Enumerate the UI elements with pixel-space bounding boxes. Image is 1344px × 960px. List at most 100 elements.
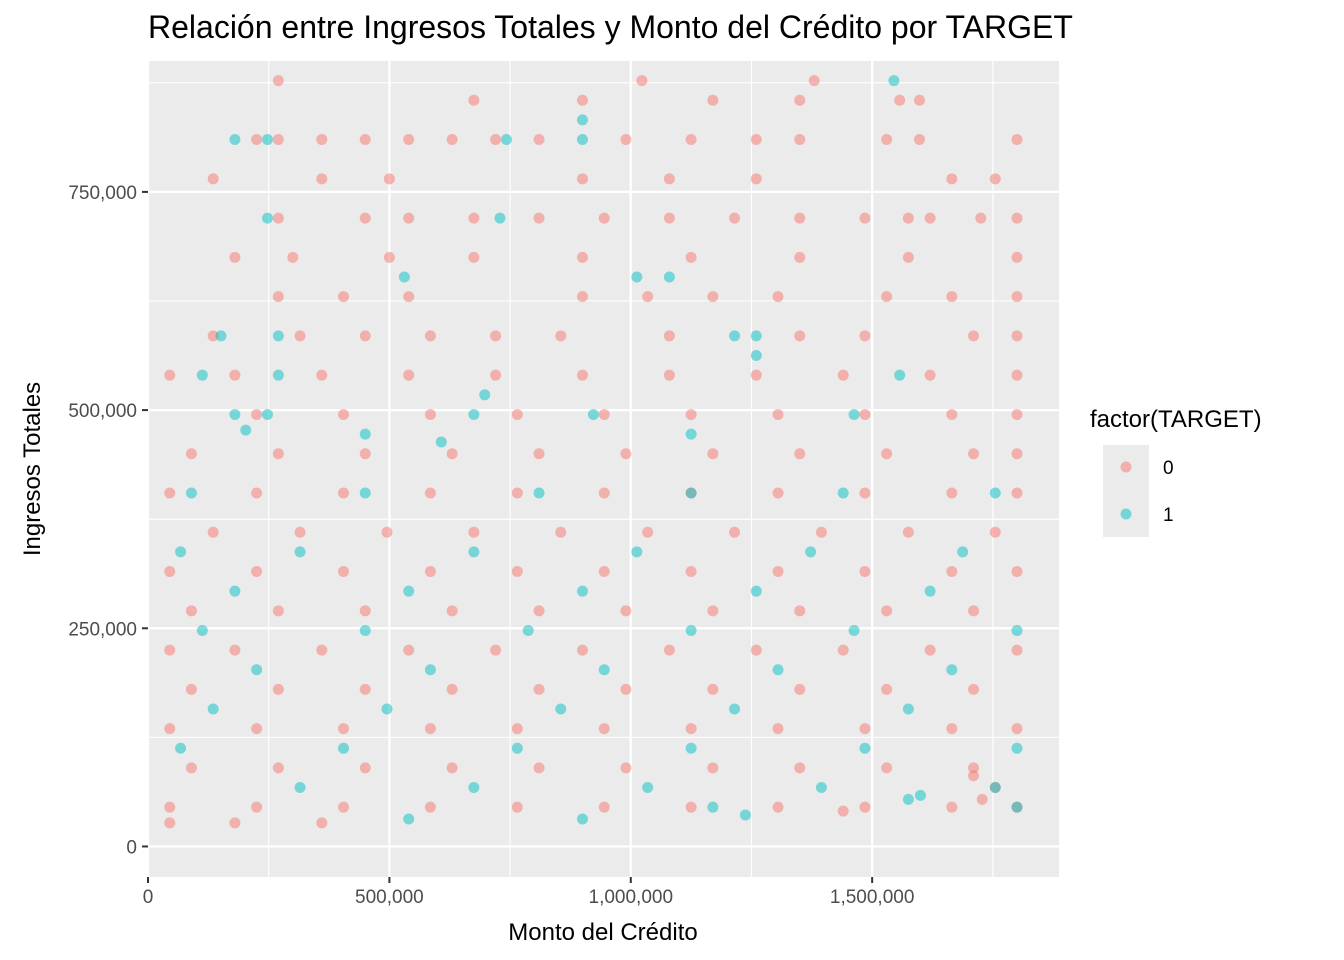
grid-lines — [146, 61, 1059, 877]
data-point-target-1 — [902, 793, 914, 805]
data-point-target-0 — [663, 369, 675, 381]
data-point-target-1 — [261, 134, 273, 146]
data-point-target-0 — [642, 291, 654, 303]
data-point-target-0 — [946, 723, 958, 735]
data-point-target-0 — [1011, 330, 1023, 342]
data-point-target-0 — [272, 134, 284, 146]
data-point-target-0 — [185, 605, 197, 617]
data-point-target-0 — [989, 173, 1001, 185]
data-point-target-0 — [685, 134, 697, 146]
data-point-target-0 — [164, 487, 176, 499]
data-point-target-0 — [424, 801, 436, 813]
data-point-target-1 — [1011, 801, 1023, 813]
data-point-target-0 — [663, 173, 675, 185]
data-point-target-0 — [511, 723, 523, 735]
data-point-target-0 — [946, 487, 958, 499]
data-points — [164, 75, 1023, 829]
data-point-target-0 — [859, 212, 871, 224]
data-point-target-1 — [587, 408, 599, 420]
data-point-target-0 — [576, 94, 588, 106]
data-point-target-0 — [490, 644, 502, 656]
data-point-target-0 — [989, 526, 1001, 538]
data-point-target-0 — [750, 134, 762, 146]
data-point-target-0 — [164, 369, 176, 381]
data-point-target-0 — [359, 605, 371, 617]
data-point-target-1 — [251, 664, 263, 676]
data-point-target-1 — [359, 624, 371, 636]
data-point-target-0 — [359, 134, 371, 146]
data-point-target-0 — [685, 408, 697, 420]
y-tick-label: 750,000 — [68, 183, 137, 204]
data-point-target-1 — [859, 742, 871, 754]
data-point-target-0 — [968, 605, 980, 617]
data-point-target-0 — [403, 291, 415, 303]
data-point-target-0 — [359, 683, 371, 695]
data-point-target-0 — [1011, 134, 1023, 146]
x-tick-label: 500,000 — [355, 887, 424, 908]
data-point-target-0 — [620, 605, 632, 617]
data-point-target-0 — [338, 291, 350, 303]
data-point-target-0 — [383, 251, 395, 263]
legend-label-1: 1 — [1163, 505, 1174, 526]
data-point-target-0 — [881, 683, 893, 695]
data-point-target-0 — [424, 723, 436, 735]
data-point-target-1 — [642, 782, 654, 794]
data-point-target-0 — [946, 566, 958, 578]
y-axis: 0 250,000 500,000 750,000 — [68, 183, 148, 858]
data-point-target-0 — [1011, 369, 1023, 381]
y-tick-label: 500,000 — [68, 401, 137, 422]
data-point-target-0 — [794, 330, 806, 342]
data-point-target-0 — [859, 330, 871, 342]
data-point-target-0 — [750, 644, 762, 656]
data-point-target-0 — [837, 644, 849, 656]
data-point-target-0 — [894, 94, 906, 106]
data-point-target-0 — [794, 251, 806, 263]
data-point-target-1 — [359, 487, 371, 499]
data-point-target-0 — [859, 723, 871, 735]
data-point-target-1 — [500, 134, 512, 146]
data-point-target-0 — [468, 526, 480, 538]
data-point-target-0 — [338, 801, 350, 813]
data-point-target-0 — [772, 291, 784, 303]
data-point-target-0 — [707, 762, 719, 774]
data-point-target-0 — [272, 212, 284, 224]
data-point-target-1 — [989, 782, 1001, 794]
data-point-target-0 — [1011, 644, 1023, 656]
data-point-target-0 — [229, 644, 241, 656]
data-point-target-1 — [207, 703, 219, 715]
data-point-target-0 — [663, 644, 675, 656]
legend: factor(TARGET) 0 1 — [1090, 406, 1262, 537]
legend-key-background — [1103, 445, 1149, 537]
data-point-target-1 — [631, 271, 643, 283]
data-point-target-0 — [1011, 487, 1023, 499]
data-point-target-0 — [968, 762, 980, 774]
data-point-target-0 — [424, 330, 436, 342]
data-point-target-1 — [294, 782, 306, 794]
data-point-target-1 — [805, 546, 817, 558]
data-point-target-1 — [261, 408, 273, 420]
data-point-target-0 — [338, 487, 350, 499]
data-point-target-0 — [446, 605, 458, 617]
data-point-target-0 — [881, 762, 893, 774]
data-point-target-0 — [968, 330, 980, 342]
data-point-target-1 — [175, 546, 187, 558]
data-point-target-0 — [468, 94, 480, 106]
data-point-target-0 — [272, 75, 284, 87]
data-point-target-0 — [1011, 212, 1023, 224]
data-point-target-0 — [403, 134, 415, 146]
data-point-target-0 — [359, 212, 371, 224]
data-point-target-1 — [261, 212, 273, 224]
data-point-target-0 — [707, 291, 719, 303]
data-point-target-0 — [511, 487, 523, 499]
data-point-target-1 — [576, 134, 588, 146]
data-point-target-0 — [359, 330, 371, 342]
data-point-target-0 — [859, 801, 871, 813]
data-point-target-1 — [175, 742, 187, 754]
data-point-target-0 — [685, 566, 697, 578]
data-point-target-1 — [663, 271, 675, 283]
data-point-target-1 — [229, 408, 241, 420]
y-tick-label: 0 — [126, 837, 137, 858]
data-point-target-0 — [164, 566, 176, 578]
data-point-target-1 — [739, 809, 751, 821]
